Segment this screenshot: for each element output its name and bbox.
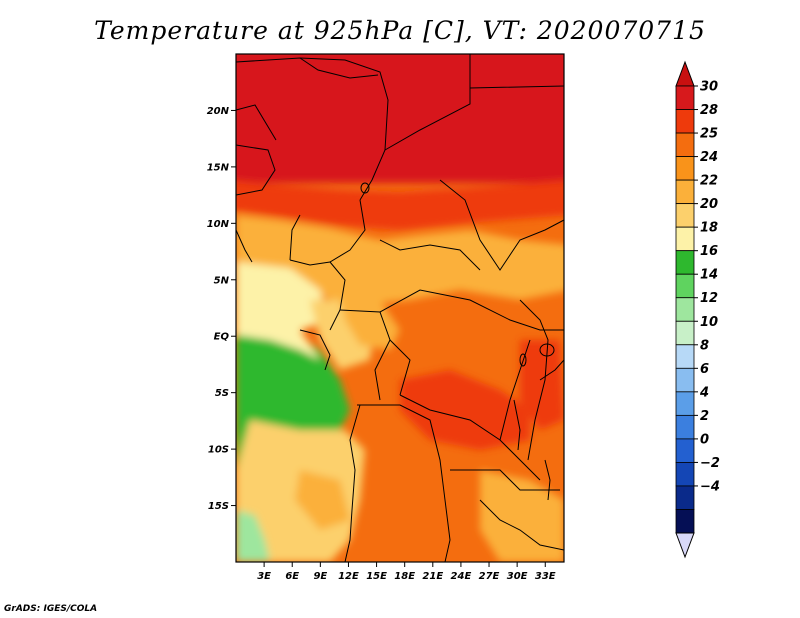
colorbar-swatch — [675, 414, 695, 440]
y-tick-label: 10S — [208, 445, 229, 456]
x-tick-label: 12E — [338, 571, 359, 582]
colorbar-swatch — [675, 273, 695, 299]
plot-frame — [235, 53, 565, 563]
colorbar-label: 6 — [700, 362, 709, 377]
colorbar-swatch — [675, 203, 695, 228]
colorbar-swatch — [675, 367, 695, 393]
colorbar-label: 28 — [700, 103, 718, 118]
lakes — [360, 182, 555, 501]
y-tick-label: 20N — [207, 106, 230, 117]
field-westafrica-moderate — [236, 215, 564, 305]
x-tick-label: 21E — [422, 571, 443, 582]
x-tick-label: 30E — [507, 571, 528, 582]
colorbar-label: −2 — [700, 456, 720, 471]
y-tick-label: 15N — [207, 162, 230, 173]
colorbar-swatch — [675, 344, 695, 369]
y-tick-label: 5N — [214, 275, 230, 286]
colorbar-label: 16 — [700, 244, 718, 259]
y-tick-label: 10N — [207, 219, 230, 230]
field-south-atlantic-2 — [236, 300, 320, 360]
x-tick-label: 24E — [451, 571, 472, 582]
country-borders — [236, 54, 564, 562]
temperature-field — [236, 54, 564, 562]
colorbar-label: 18 — [700, 221, 718, 236]
colorbar-swatch — [675, 320, 695, 346]
colorbar-label: −4 — [700, 479, 720, 494]
field-sahel — [236, 180, 564, 230]
colorbar-swatch — [675, 250, 695, 275]
y-tick-label: 5S — [215, 388, 229, 399]
x-tick-label: 9E — [313, 571, 327, 582]
x-tick-label: 18E — [394, 571, 415, 582]
x-tick-label: 15E — [366, 571, 387, 582]
field-cameroon-moderate — [340, 300, 400, 350]
colorbar-swatch — [675, 485, 695, 510]
colorbar-swatch — [675, 438, 695, 463]
field-angola-inland — [295, 470, 350, 530]
y-tick-label: EQ — [214, 332, 230, 343]
colorbar-swatch — [675, 156, 695, 181]
x-tick-label: 33E — [535, 571, 556, 582]
colorbar-label: 12 — [700, 291, 718, 306]
colorbar-swatch — [675, 462, 695, 487]
colorbar-label: 20 — [700, 197, 718, 212]
colorbar-swatch — [675, 297, 695, 322]
colorbar-label: 22 — [700, 174, 718, 189]
colorbar-label: 10 — [700, 315, 718, 330]
x-axis: 3E 6E 9E 12E 15E 18E 21E 24E 27E 30E 33E — [257, 562, 556, 582]
field-east-hot — [520, 340, 564, 430]
colorbar-label: 14 — [700, 268, 718, 283]
x-tick-label: 3E — [257, 571, 271, 582]
colorbar-swatch — [675, 226, 695, 252]
colorbar-swatch — [675, 132, 695, 157]
colorbar-top-arrow — [675, 60, 695, 87]
field-namibia-green — [236, 510, 270, 562]
field-sahara — [236, 54, 564, 183]
y-axis: 20N 15N 10N 5N EQ 5S 10S 15S — [207, 106, 236, 512]
colorbar-label: 30 — [700, 80, 718, 95]
colorbar-bottom-arrow — [675, 532, 695, 559]
colorbar-swatch — [675, 509, 695, 534]
field-east-moderate — [480, 470, 564, 562]
colorbar-label: 4 — [699, 385, 709, 400]
x-tick-label: 27E — [479, 571, 500, 582]
x-tick-label: 6E — [285, 571, 299, 582]
colorbar-label: 8 — [700, 338, 709, 353]
colorbar-label: 0 — [700, 432, 709, 447]
colorbar-label: 2 — [700, 409, 709, 424]
colorbar-label: 24 — [700, 150, 718, 165]
colorbar-label: 25 — [700, 127, 718, 142]
colorbar-swatch — [675, 391, 695, 416]
y-tick-label: 15S — [208, 501, 229, 512]
footer-credit: GrADS: IGES/COLA — [4, 604, 98, 614]
colorbar-swatch — [675, 85, 695, 110]
colorbar-swatch — [675, 179, 695, 205]
chart-title: Temperature at 925hPa [C], VT: 202007071… — [94, 16, 706, 45]
colorbar-swatch — [675, 109, 695, 134]
